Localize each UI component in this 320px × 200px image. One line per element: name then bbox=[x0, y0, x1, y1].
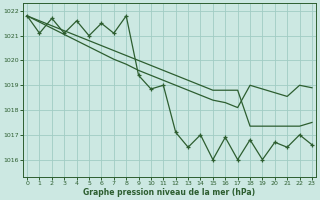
X-axis label: Graphe pression niveau de la mer (hPa): Graphe pression niveau de la mer (hPa) bbox=[84, 188, 256, 197]
